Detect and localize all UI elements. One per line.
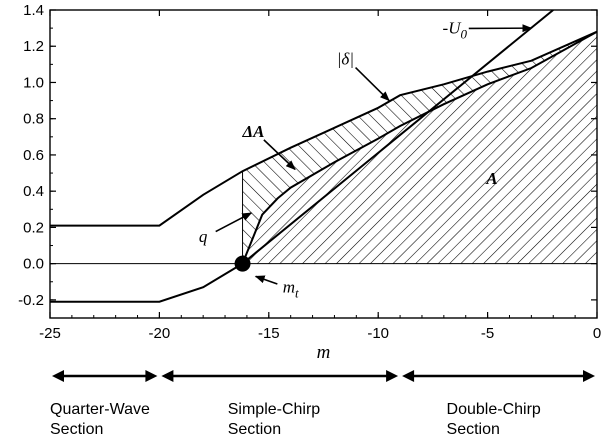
series-line-0 bbox=[50, 30, 597, 227]
annotation-label: q bbox=[199, 227, 208, 246]
axes: -0.2 0.0 0.2 0.4 0.6 0.8 1.0 1.2 1.4 -25 -20 -15 -10… bbox=[18, 2, 601, 363]
series-line-2 bbox=[241, 10, 554, 265]
section-label-line2: Section bbox=[228, 421, 281, 438]
y-tick-label: -0.2 bbox=[18, 292, 44, 309]
series-line-1 bbox=[50, 262, 244, 303]
annotation-arrow bbox=[215, 212, 253, 233]
y-tick-label: 1.4 bbox=[23, 2, 44, 19]
x-tick-label: -25 bbox=[39, 325, 61, 342]
annotation-label: ΔA bbox=[241, 122, 264, 141]
x-tick-label: 0 bbox=[593, 325, 601, 342]
annotation-label: A bbox=[485, 169, 497, 188]
y-tick-label: 1.2 bbox=[23, 38, 44, 55]
x-axis-title: m bbox=[317, 342, 331, 363]
plot-area bbox=[50, 10, 597, 303]
section-label-line2: Section bbox=[50, 421, 103, 438]
section-label-line2: Section bbox=[447, 421, 500, 438]
y-tick-label: 1.0 bbox=[23, 74, 44, 91]
annotation-arrow bbox=[254, 275, 278, 285]
x-tick-label: -15 bbox=[258, 325, 280, 342]
x-tick-label: -10 bbox=[367, 325, 389, 342]
section-arrowhead-right bbox=[145, 370, 158, 382]
x-tick-label: -20 bbox=[149, 325, 171, 342]
section-label-line1: Quarter-Wave bbox=[50, 401, 150, 418]
shaded-region-a bbox=[242, 31, 597, 264]
section-label-line1: Simple-Chirp bbox=[228, 401, 321, 418]
annotation-arrow bbox=[263, 139, 296, 171]
x-tick-label: -5 bbox=[481, 325, 494, 342]
y-tick-label: 0.0 bbox=[23, 256, 44, 273]
section-arrowhead-right bbox=[583, 370, 595, 382]
annotation-label: mt bbox=[283, 278, 299, 301]
section-arrowhead-left bbox=[52, 370, 64, 382]
axes-frame bbox=[49, 9, 598, 319]
series-line-3 bbox=[241, 30, 597, 264]
annotation-label: -U0 bbox=[443, 19, 468, 42]
annotations: |δ| -U0 ΔA Aq mt bbox=[199, 19, 533, 301]
section-label-line1: Double-Chirp bbox=[447, 401, 541, 418]
shaded-region-delta-a bbox=[242, 31, 597, 264]
annotation-arrow bbox=[355, 67, 390, 102]
y-tick-label: 0.8 bbox=[23, 111, 44, 128]
point-mt bbox=[234, 255, 251, 272]
annotation-label: |δ| bbox=[337, 49, 354, 68]
section-arrowhead-right bbox=[386, 370, 399, 382]
section-arrowhead-left bbox=[161, 370, 174, 382]
section-arrowhead-left bbox=[402, 370, 415, 382]
section-brackets: Quarter-Wave Section Simple-Chirp Section Do… bbox=[50, 370, 595, 438]
y-tick-label: 0.2 bbox=[23, 219, 44, 236]
y-tick-label: 0.6 bbox=[23, 147, 44, 164]
y-tick-label: 0.4 bbox=[23, 183, 44, 200]
